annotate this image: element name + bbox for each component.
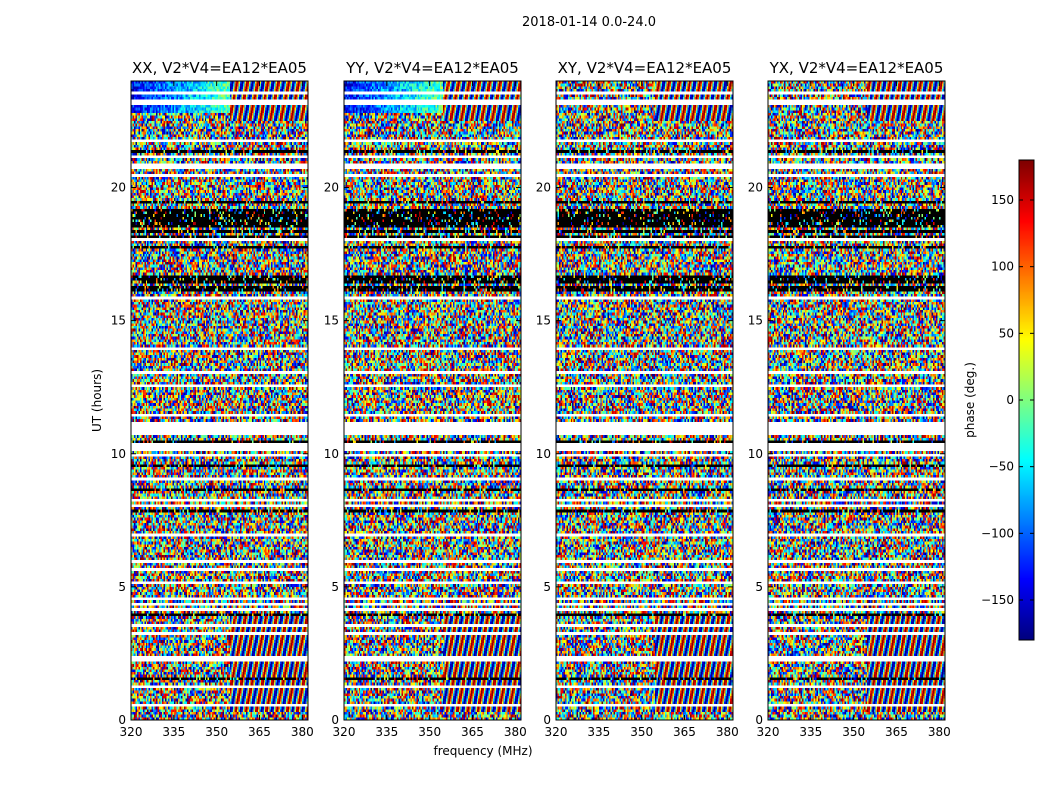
heatmap-image-1 — [131, 81, 308, 720]
x-tick-label: 380 — [928, 725, 951, 739]
x-tick-label: 350 — [630, 725, 653, 739]
heatmap-image-3 — [556, 81, 733, 720]
y-tick-label: 10 — [536, 447, 551, 461]
axes-frame — [555, 80, 734, 721]
figure-suptitle: 2018-01-14 0.0-24.0 — [522, 15, 656, 30]
y-tick-label: 15 — [111, 314, 126, 328]
y-axis-label: UT (hours) — [90, 369, 104, 432]
x-tick-label: 350 — [205, 725, 228, 739]
x-tick-label: 320 — [333, 725, 356, 739]
x-tick-label: 380 — [291, 725, 314, 739]
y-tick-label: 0 — [755, 713, 763, 727]
colorbar: −150 −100 −50 0 50 100 150 phase (deg.) — [963, 159, 1035, 641]
panel-title: XX, V2*V4=EA12*EA05 — [132, 59, 307, 77]
colorbar-tick-label: 50 — [999, 326, 1014, 340]
y-tick-label: 5 — [331, 580, 339, 594]
heatmap-image-4 — [768, 81, 945, 720]
y-tick-label: 15 — [324, 314, 339, 328]
axes-frame — [343, 80, 522, 721]
x-tick-label: 335 — [375, 725, 398, 739]
x-tick-label: 350 — [418, 725, 441, 739]
colorbar-tick-label: 0 — [1006, 393, 1014, 407]
x-tick-label: 320 — [757, 725, 780, 739]
y-tick-label: 0 — [118, 713, 126, 727]
y-tick-label: 20 — [748, 181, 763, 195]
colorbar-tick-label: −50 — [989, 460, 1014, 474]
x-tick-label: 335 — [799, 725, 822, 739]
colorbar-tick-label: −100 — [981, 526, 1014, 540]
x-tick-label: 350 — [842, 725, 865, 739]
y-tick-label: 10 — [748, 447, 763, 461]
y-tick-label: 15 — [536, 314, 551, 328]
x-tick-label: 335 — [587, 725, 610, 739]
colorbar-tick-label: −150 — [981, 593, 1014, 607]
x-tick-label: 365 — [673, 725, 696, 739]
x-tick-label: 335 — [162, 725, 185, 739]
panel-title: YY, V2*V4=EA12*EA05 — [345, 59, 519, 77]
panel-3: XY, V2*V4=EA12*EA05 320 335 350 365 380 0 5 10 15… — [536, 59, 739, 739]
x-axis-label: frequency (MHz) — [433, 744, 532, 758]
y-tick-label: 10 — [324, 447, 339, 461]
y-tick-label: 5 — [543, 580, 551, 594]
y-tick-label: 20 — [324, 181, 339, 195]
y-tick-label: 5 — [118, 580, 126, 594]
y-tick-label: 0 — [331, 713, 339, 727]
panel-2: YY, V2*V4=EA12*EA05 320 335 350 365 380 0 5 10 15… — [324, 59, 533, 758]
x-tick-label: 365 — [248, 725, 271, 739]
axes-frame — [767, 80, 946, 721]
heatmap-image-2 — [344, 81, 521, 720]
panel-1: XX, V2*V4=EA12*EA05 320 335 350 365 380 0 5 10 15… — [90, 59, 314, 739]
x-tick-label: 320 — [120, 725, 143, 739]
panel-title: YX, V2*V4=EA12*EA05 — [769, 59, 944, 77]
y-tick-label: 20 — [111, 181, 126, 195]
panel-title: XY, V2*V4=EA12*EA05 — [558, 59, 732, 77]
x-tick-label: 365 — [885, 725, 908, 739]
panel-4: YX, V2*V4=EA12*EA05 320 335 350 365 380 0 5 10 15… — [748, 59, 951, 739]
panels: XX, V2*V4=EA12*EA05 320 335 350 365 380 0 5 10 15… — [90, 59, 951, 758]
y-tick-label: 5 — [755, 580, 763, 594]
colorbar-tick-label: 150 — [991, 193, 1014, 207]
x-tick-label: 380 — [716, 725, 739, 739]
y-tick-label: 10 — [111, 447, 126, 461]
colorbar-label: phase (deg.) — [963, 362, 977, 438]
x-tick-label: 320 — [545, 725, 568, 739]
y-tick-label: 0 — [543, 713, 551, 727]
colorbar-tick-label: 100 — [991, 260, 1014, 274]
colorbar-gradient — [1019, 160, 1034, 640]
x-tick-label: 380 — [504, 725, 527, 739]
y-tick-label: 20 — [536, 181, 551, 195]
axes-frame — [130, 80, 309, 721]
x-tick-label: 365 — [461, 725, 484, 739]
y-tick-label: 15 — [748, 314, 763, 328]
